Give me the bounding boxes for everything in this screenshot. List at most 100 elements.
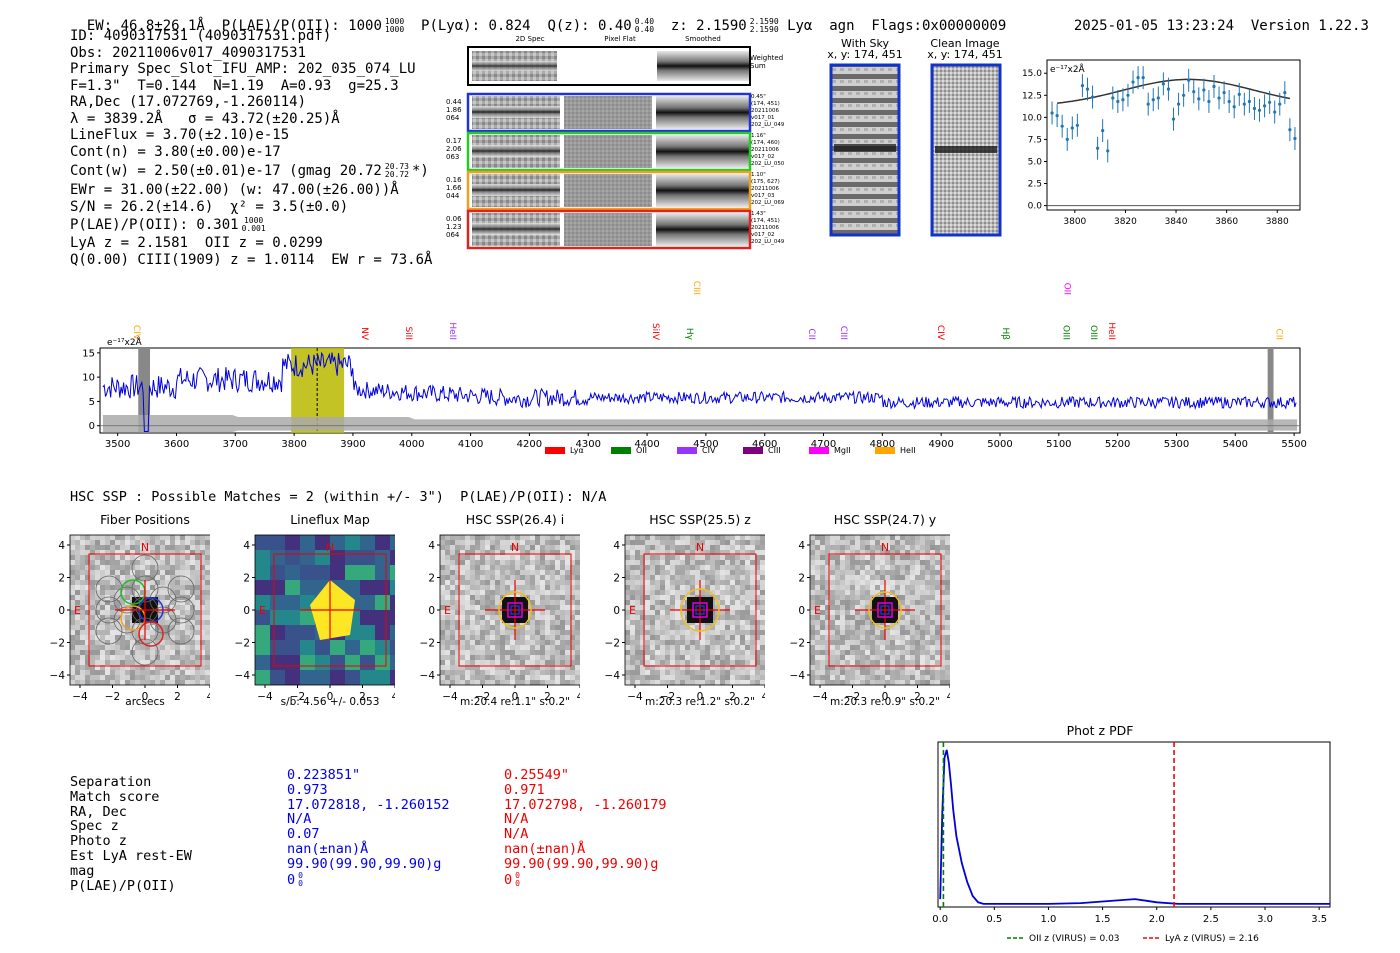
- cutout-row-frame: [466, 209, 752, 250]
- info-plae: P(LAE)/P(OII): 0.301: [70, 217, 239, 233]
- clean-label: Clean Image: [930, 37, 1000, 50]
- zoom-point: [1217, 96, 1221, 100]
- hsc-panel-title: HSC SSP(26.4) i: [465, 512, 565, 527]
- header-plae: P(LAE)/P(OII): 1000: [221, 18, 382, 34]
- cutout-left-value: 063: [446, 153, 460, 161]
- hsc-xtick: 0: [142, 691, 149, 703]
- cutout-right-value: v017_02: [751, 154, 775, 160]
- zoom-point: [1111, 96, 1115, 100]
- spec-mask-right: [1267, 348, 1274, 433]
- cutout-row-left-meta: 0.44 1.86 064: [446, 98, 462, 122]
- info-plae-sub: 0.001: [241, 224, 266, 233]
- hsc-xtick: 0: [882, 691, 889, 703]
- zoom-xtick: 3800: [1063, 217, 1086, 227]
- spec-legend-label: OII: [636, 446, 647, 455]
- spec-line-label: CII: [806, 328, 816, 340]
- spec-legend-swatch: [743, 447, 763, 454]
- red-radec: 17.072798, -1.260179: [504, 796, 667, 813]
- photz-legend-oii: OII z (VIRUS) = 0.03: [1029, 934, 1120, 944]
- zoom-chart: e⁻¹⁷x2Å 0.0 2.5 5.0 7.5 10.0 12.5 15.0 3800 382…: [1022, 59, 1301, 227]
- hsc-ytick: −2: [235, 638, 250, 650]
- cutout-row-right-meta: 1.16" (174, 460) 20211006 v017_02 202_LU_050: [751, 133, 784, 168]
- hsc-xtick: −2: [475, 691, 490, 703]
- zoom-point: [1202, 88, 1206, 92]
- header-plae-sub: 1000: [384, 25, 405, 34]
- zoom-point: [1252, 106, 1257, 111]
- label-plae: P(LAE)/P(OII): [70, 877, 176, 894]
- spec-ylabel: e⁻¹⁷x2Å: [107, 336, 143, 348]
- label-photoz: Photo z: [70, 833, 127, 850]
- spec-line-label: OII: [1062, 283, 1072, 295]
- info-contw-end: *): [411, 163, 429, 179]
- hsc-xtick: 0: [512, 691, 519, 703]
- label-mag: mag: [70, 862, 95, 879]
- header-qz: Q(z): 0.40: [547, 18, 632, 34]
- photz-xtick: 3.5: [1311, 914, 1327, 925]
- cutouts-svg: [466, 46, 752, 250]
- detection-info: ID: 4090317531 (4090317531.pdf) Obs: 202…: [70, 28, 432, 268]
- header-agn: agn: [829, 18, 855, 34]
- aperture-box: [643, 553, 757, 667]
- info-contw-sub: 20.72: [384, 170, 409, 179]
- hsc-ytick: −4: [790, 670, 805, 682]
- info-contw: Cont(w) = 2.50(±0.01)e-17 (gmag 20.72: [70, 163, 382, 179]
- spec-xtick: 3600: [164, 439, 189, 450]
- cutout-right-value: (174, 451): [751, 218, 780, 224]
- hsc-xtick: −2: [845, 691, 860, 703]
- photz-xtick: 2.5: [1203, 914, 1219, 925]
- blue-plae: 0: [287, 871, 296, 888]
- zoom-ytick: 7.5: [1028, 135, 1042, 145]
- zoom-point: [1080, 83, 1085, 88]
- hsc-xtick: 2: [914, 691, 921, 703]
- spec-error-envelope: [102, 415, 1298, 432]
- zoom-point: [1288, 128, 1292, 132]
- spec-xtick: 5400: [1223, 439, 1248, 450]
- hsc-xtick: −4: [627, 691, 643, 703]
- aperture-box: [458, 553, 572, 667]
- zoom-point: [1232, 105, 1236, 109]
- cutout-row-left-meta: 0.16 1.66 044: [446, 176, 462, 200]
- hsc-xtick: −4: [257, 691, 273, 703]
- zoom-point: [1176, 102, 1181, 106]
- label-lya-ew: Est LyA rest-EW: [70, 847, 192, 864]
- spec-ytick: 15: [82, 348, 95, 359]
- spec-xtick: 5500: [1281, 439, 1306, 450]
- header-qz-sup: 0.40: [634, 17, 655, 26]
- label-specz: Spec z: [70, 818, 119, 835]
- cutout-row-right-meta: 1.43" (174, 451) 20211006 v017_02 202_LU_049: [751, 211, 784, 246]
- zoom-xtick: 3820: [1114, 217, 1137, 227]
- zoom-point: [1182, 93, 1186, 97]
- info-fparams: F=1.3" T=0.144 N=1.19 A=0.93 g=25.3: [70, 77, 399, 94]
- zoom-point: [1257, 108, 1262, 112]
- cutout-left-value: 064: [446, 114, 460, 122]
- cutout-right-value: (174, 460): [751, 140, 780, 146]
- zoom-point: [1283, 91, 1287, 95]
- with-sky-title: With Sky x, y: 174, 451: [820, 38, 910, 60]
- header-line: Lyα: [787, 18, 813, 34]
- cutout-right-value: (174, 451): [751, 101, 780, 107]
- zoom-point: [1262, 104, 1267, 108]
- zoom-point: [1197, 97, 1201, 101]
- blue-plae-sup: 0: [298, 870, 303, 880]
- spec-xtick: 5000: [987, 439, 1012, 450]
- zoom-point: [1060, 124, 1064, 128]
- zoom-ytick: 15.0: [1022, 69, 1042, 79]
- cutout-row: [466, 170, 752, 211]
- spec-legend-swatch: [875, 447, 895, 454]
- label-separation: Separation: [70, 774, 152, 790]
- zoom-point: [1207, 99, 1211, 104]
- header-z-sub: 2.1590: [749, 25, 779, 34]
- photz-xtick: 1.5: [1095, 914, 1111, 925]
- photz-chart: 0.0 0.5 1.0 1.5 2.0 2.5 3.0 3.5 OII z (VIRUS) =…: [932, 741, 1331, 944]
- zoom-fit-curve: [1057, 78, 1291, 104]
- spec-xtick: 4200: [517, 439, 542, 450]
- hsc-ytick: −4: [235, 670, 250, 682]
- hsc-xtick: 4: [762, 691, 765, 703]
- cutout-right-value: 1.16": [751, 133, 766, 139]
- zoom-point: [1065, 137, 1069, 142]
- spec-ytick: 0: [89, 421, 95, 432]
- zoom-point: [1161, 82, 1165, 86]
- header-version: Version 1.22.3: [1250, 18, 1369, 34]
- info-sn: S/N = 26.2(±14.6) χ² = 3.5(±0.0): [70, 198, 349, 215]
- spec-xtick: 4300: [576, 439, 601, 450]
